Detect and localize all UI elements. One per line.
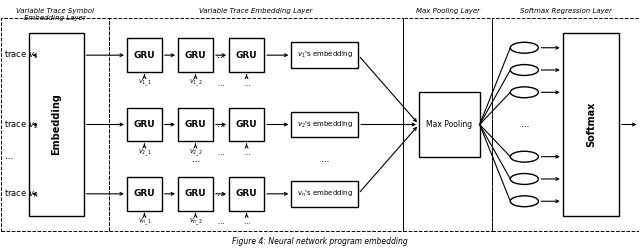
Text: $\cdots$: $\cdots$ xyxy=(320,155,330,164)
Text: trace $v_1$: trace $v_1$ xyxy=(4,49,38,62)
FancyBboxPatch shape xyxy=(127,108,162,141)
FancyBboxPatch shape xyxy=(178,108,213,141)
Circle shape xyxy=(510,174,538,185)
Text: Softmax: Softmax xyxy=(586,102,596,147)
Text: $v_{1\_2}$: $v_{1\_2}$ xyxy=(189,78,202,89)
Text: $v_1$'s embedding: $v_1$'s embedding xyxy=(297,50,353,60)
FancyBboxPatch shape xyxy=(291,112,358,137)
FancyBboxPatch shape xyxy=(178,177,213,211)
Text: $v_{2\_2}$: $v_{2\_2}$ xyxy=(189,147,202,159)
Text: GRU: GRU xyxy=(236,51,257,60)
Text: $\cdots$: $\cdots$ xyxy=(216,120,226,129)
Circle shape xyxy=(510,87,538,98)
FancyBboxPatch shape xyxy=(229,177,264,211)
Text: Embedding: Embedding xyxy=(52,94,61,155)
Text: $v_2$'s embedding: $v_2$'s embedding xyxy=(297,120,353,129)
FancyBboxPatch shape xyxy=(291,181,358,207)
Circle shape xyxy=(510,64,538,75)
Text: GRU: GRU xyxy=(134,51,155,60)
Text: Figure 4: Neural network program embedding: Figure 4: Neural network program embeddi… xyxy=(232,237,408,246)
Text: $\cdots$: $\cdots$ xyxy=(243,219,250,225)
Text: GRU: GRU xyxy=(134,120,155,129)
Text: $\cdots$: $\cdots$ xyxy=(217,219,225,225)
Circle shape xyxy=(510,196,538,207)
Text: $v_n$'s embedding: $v_n$'s embedding xyxy=(297,189,353,199)
FancyBboxPatch shape xyxy=(291,42,358,68)
Circle shape xyxy=(510,42,538,53)
FancyBboxPatch shape xyxy=(178,38,213,72)
Text: GRU: GRU xyxy=(185,120,206,129)
Text: Variable Trace Symbol
Embedding Layer: Variable Trace Symbol Embedding Layer xyxy=(16,8,94,21)
Text: $\cdots$: $\cdots$ xyxy=(217,150,225,156)
Text: $\cdots$: $\cdots$ xyxy=(4,152,13,161)
FancyBboxPatch shape xyxy=(127,38,162,72)
Text: $v_{n\_2}$: $v_{n\_2}$ xyxy=(189,217,202,228)
Text: Max Pooling Layer: Max Pooling Layer xyxy=(416,8,480,14)
Text: Variable Trace Embedding Layer: Variable Trace Embedding Layer xyxy=(200,8,313,14)
Text: $v_{2\_1}$: $v_{2\_1}$ xyxy=(138,147,151,159)
Text: GRU: GRU xyxy=(134,189,155,198)
Text: $\cdots$: $\cdots$ xyxy=(243,150,250,156)
Text: $\cdots$: $\cdots$ xyxy=(520,120,529,129)
FancyBboxPatch shape xyxy=(229,108,264,141)
FancyBboxPatch shape xyxy=(229,38,264,72)
Text: trace $v_2$: trace $v_2$ xyxy=(4,118,38,131)
Text: trace $v_n$: trace $v_n$ xyxy=(4,187,38,200)
FancyBboxPatch shape xyxy=(563,33,619,216)
Text: Max Pooling: Max Pooling xyxy=(426,120,472,129)
Text: $\cdots$: $\cdots$ xyxy=(216,51,226,60)
Circle shape xyxy=(510,151,538,162)
Text: $v_{1\_1}$: $v_{1\_1}$ xyxy=(138,78,151,89)
Text: Softmax Regression Layer: Softmax Regression Layer xyxy=(520,8,612,14)
FancyBboxPatch shape xyxy=(419,92,479,157)
Text: GRU: GRU xyxy=(185,51,206,60)
Text: GRU: GRU xyxy=(236,120,257,129)
Text: $\cdots$: $\cdots$ xyxy=(243,81,250,87)
FancyBboxPatch shape xyxy=(127,177,162,211)
Text: $\cdots$: $\cdots$ xyxy=(217,81,225,87)
Text: GRU: GRU xyxy=(185,189,206,198)
Text: $v_{n\_1}$: $v_{n\_1}$ xyxy=(138,217,151,228)
Text: $\cdots$: $\cdots$ xyxy=(191,155,200,164)
FancyBboxPatch shape xyxy=(29,33,84,216)
Text: GRU: GRU xyxy=(236,189,257,198)
Text: $\cdots$: $\cdots$ xyxy=(216,189,226,198)
